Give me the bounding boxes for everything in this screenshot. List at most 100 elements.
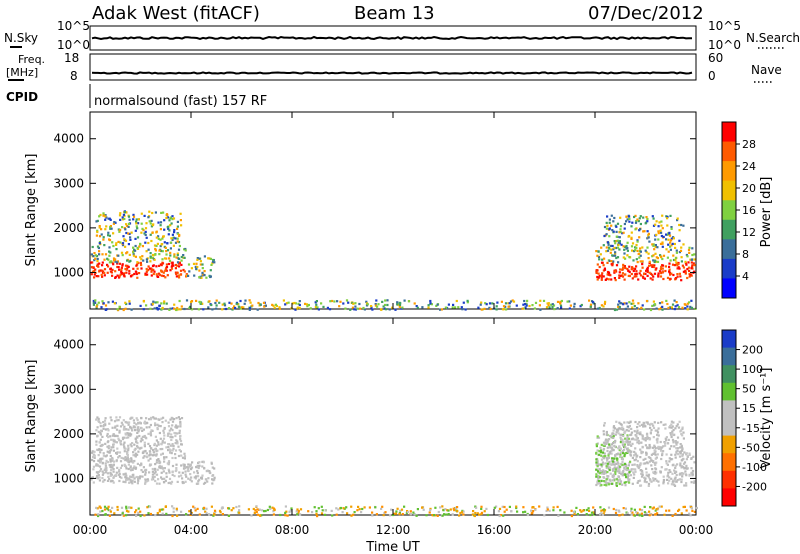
- range-cell: [95, 234, 98, 237]
- range-cell: [678, 508, 681, 511]
- xtick-label: 12:00: [376, 523, 411, 537]
- range-cell: [140, 222, 143, 225]
- range-cell: [208, 300, 211, 303]
- range-cell: [630, 268, 633, 271]
- range-cell: [101, 269, 104, 272]
- range-cell: [165, 269, 168, 272]
- range-cell: [167, 262, 171, 266]
- range-cell: [601, 258, 604, 261]
- range-cell: [608, 235, 611, 238]
- range-cell: [101, 300, 104, 303]
- range-cell: [271, 303, 274, 306]
- range-cell: [99, 425, 102, 428]
- range-cell: [178, 265, 181, 268]
- range-cell: [635, 511, 638, 514]
- range-cell: [208, 513, 211, 516]
- range-cell: [174, 449, 178, 452]
- range-cell: [145, 258, 148, 261]
- range-cell: [179, 269, 183, 272]
- range-cell: [158, 431, 161, 435]
- range-cell: [181, 456, 185, 459]
- range-cell: [129, 460, 132, 463]
- range-cell: [600, 275, 603, 278]
- range-cell: [602, 472, 606, 475]
- range-cell: [689, 305, 692, 308]
- range-cell: [607, 273, 610, 276]
- range-cell: [665, 299, 668, 302]
- range-cell: [354, 302, 357, 305]
- range-cell: [640, 512, 643, 515]
- range-cell: [680, 478, 683, 481]
- range-cell: [657, 445, 660, 448]
- range-cell: [187, 274, 190, 277]
- range-cell: [149, 453, 152, 456]
- range-cell: [624, 307, 627, 310]
- range-cell: [643, 476, 646, 479]
- range-cell: [119, 441, 122, 444]
- range-cell: [619, 301, 622, 305]
- range-cell: [239, 307, 242, 310]
- range-cell: [608, 462, 611, 466]
- range-cell: [551, 306, 554, 309]
- range-cell: [205, 512, 208, 515]
- range-cell: [126, 478, 129, 481]
- range-cell: [653, 421, 656, 424]
- range-cell: [525, 302, 528, 305]
- range-cell: [132, 218, 135, 221]
- range-cell: [124, 420, 127, 424]
- range-cell: [221, 303, 224, 306]
- range-cell: [596, 307, 599, 310]
- range-cell: [634, 453, 637, 456]
- range-cell: [111, 274, 114, 277]
- range-cell: [648, 261, 651, 265]
- range-cell: [171, 261, 174, 264]
- range-cell: [632, 269, 635, 273]
- range-cell: [146, 456, 149, 459]
- range-cell: [596, 462, 599, 465]
- range-cell: [149, 256, 152, 260]
- range-cell: [140, 437, 143, 440]
- range-cell: [690, 481, 693, 484]
- range-cell: [163, 427, 166, 430]
- range-cell: [652, 259, 655, 262]
- range-cell: [151, 476, 154, 479]
- range-cell: [683, 303, 686, 306]
- range-cell: [130, 476, 133, 479]
- range-cell: [680, 512, 683, 515]
- range-cell: [130, 457, 133, 460]
- range-cell: [160, 269, 163, 272]
- range-cell: [604, 472, 607, 475]
- range-cell: [177, 241, 181, 244]
- range-cell: [603, 257, 606, 260]
- range-cell: [618, 471, 621, 474]
- range-cell: [116, 424, 119, 427]
- range-cell: [144, 481, 147, 484]
- range-cell: [624, 473, 627, 476]
- range-cell: [112, 463, 115, 466]
- range-cell: [647, 257, 650, 260]
- range-cell: [615, 420, 618, 423]
- range-cell: [398, 511, 401, 514]
- range-cell: [127, 433, 130, 436]
- range-cell: [636, 481, 639, 484]
- range-cell: [670, 244, 673, 247]
- range-cell: [104, 417, 107, 420]
- colorbar-tick-label: 4: [742, 270, 749, 283]
- range-cell: [163, 477, 166, 480]
- range-cell: [688, 301, 691, 304]
- range-cell: [670, 445, 673, 448]
- range-cell: [148, 505, 152, 508]
- range-cell: [617, 305, 620, 308]
- range-cell: [175, 467, 178, 470]
- range-cell: [174, 241, 178, 244]
- range-cell: [256, 513, 259, 516]
- range-cell: [671, 480, 674, 483]
- range-cell: [96, 264, 99, 267]
- range-cell: [152, 449, 155, 452]
- range-cell: [682, 437, 685, 440]
- range-cell: [176, 220, 179, 223]
- range-cell: [168, 429, 171, 432]
- range-cell: [634, 434, 637, 437]
- range-cell: [401, 306, 404, 309]
